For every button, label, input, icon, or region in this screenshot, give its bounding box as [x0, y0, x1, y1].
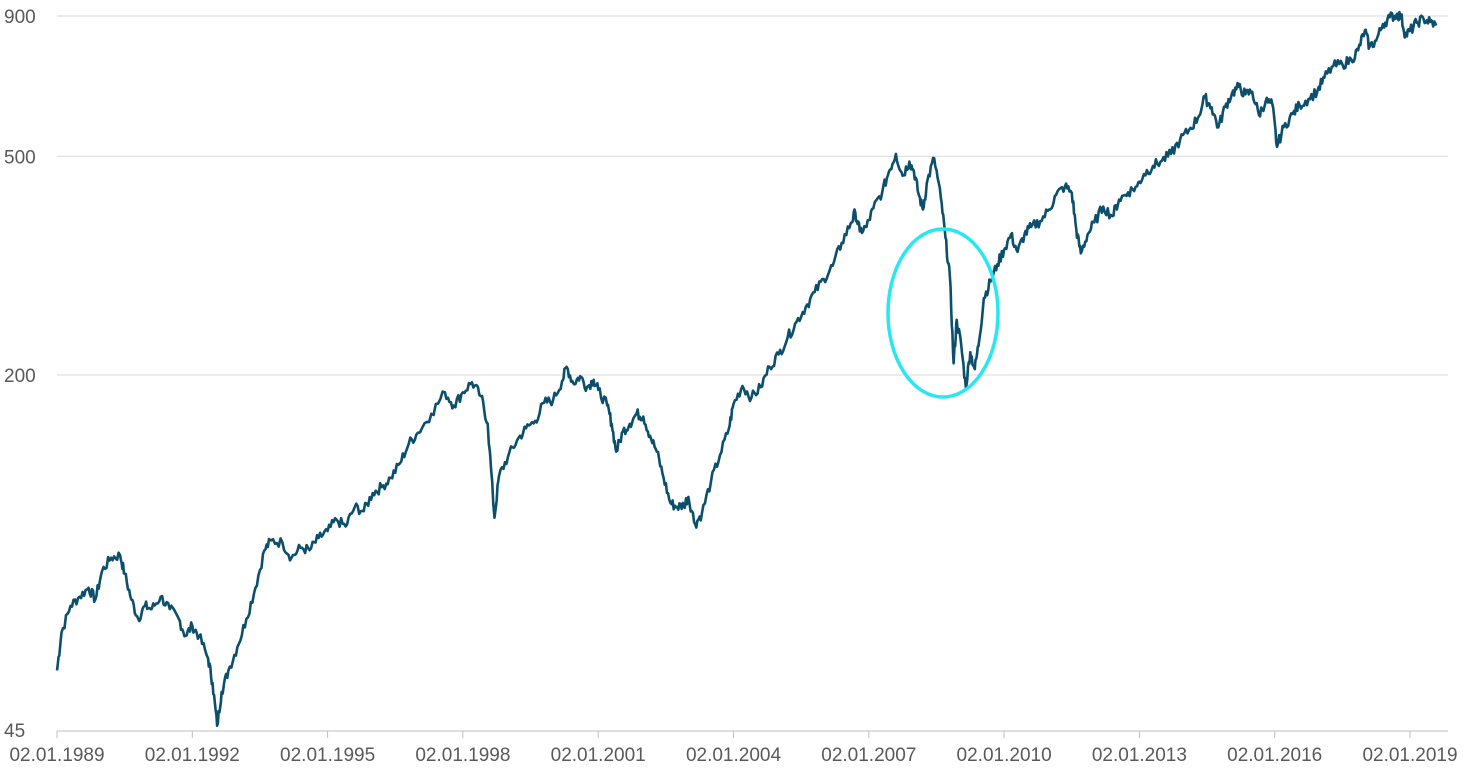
x-tick-label: 02.01.2007	[821, 745, 916, 766]
x-tick-label: 02.01.1989	[9, 745, 104, 766]
x-tick-label: 02.01.2016	[1227, 745, 1322, 766]
x-tick-label: 02.01.1998	[415, 745, 510, 766]
highlight-circle	[886, 227, 1000, 399]
x-tick-label: 02.01.2019	[1362, 745, 1457, 766]
gridlines	[57, 15, 1448, 376]
series-line	[55, 10, 1438, 728]
x-tick-label: 02.01.2010	[957, 745, 1052, 766]
x-tick-label: 02.01.1995	[280, 745, 375, 766]
y-tick-label: 200	[4, 366, 36, 387]
y-tick-label: 500	[4, 147, 36, 168]
series-group	[55, 10, 1438, 728]
x-tick-label: 02.01.1992	[145, 745, 240, 766]
y-tick-label: 900	[4, 7, 36, 28]
y-axis: 45 200 500 900	[4, 7, 36, 742]
x-tick-label: 02.01.2013	[1092, 745, 1187, 766]
x-axis: 02.01.1989 02.01.1992 02.01.1995 02.01.1998…	[9, 730, 1458, 766]
y-tick-label: 45	[4, 721, 25, 742]
x-tick-label: 02.01.2004	[686, 745, 782, 766]
x-tick-label: 02.01.2001	[551, 745, 646, 766]
